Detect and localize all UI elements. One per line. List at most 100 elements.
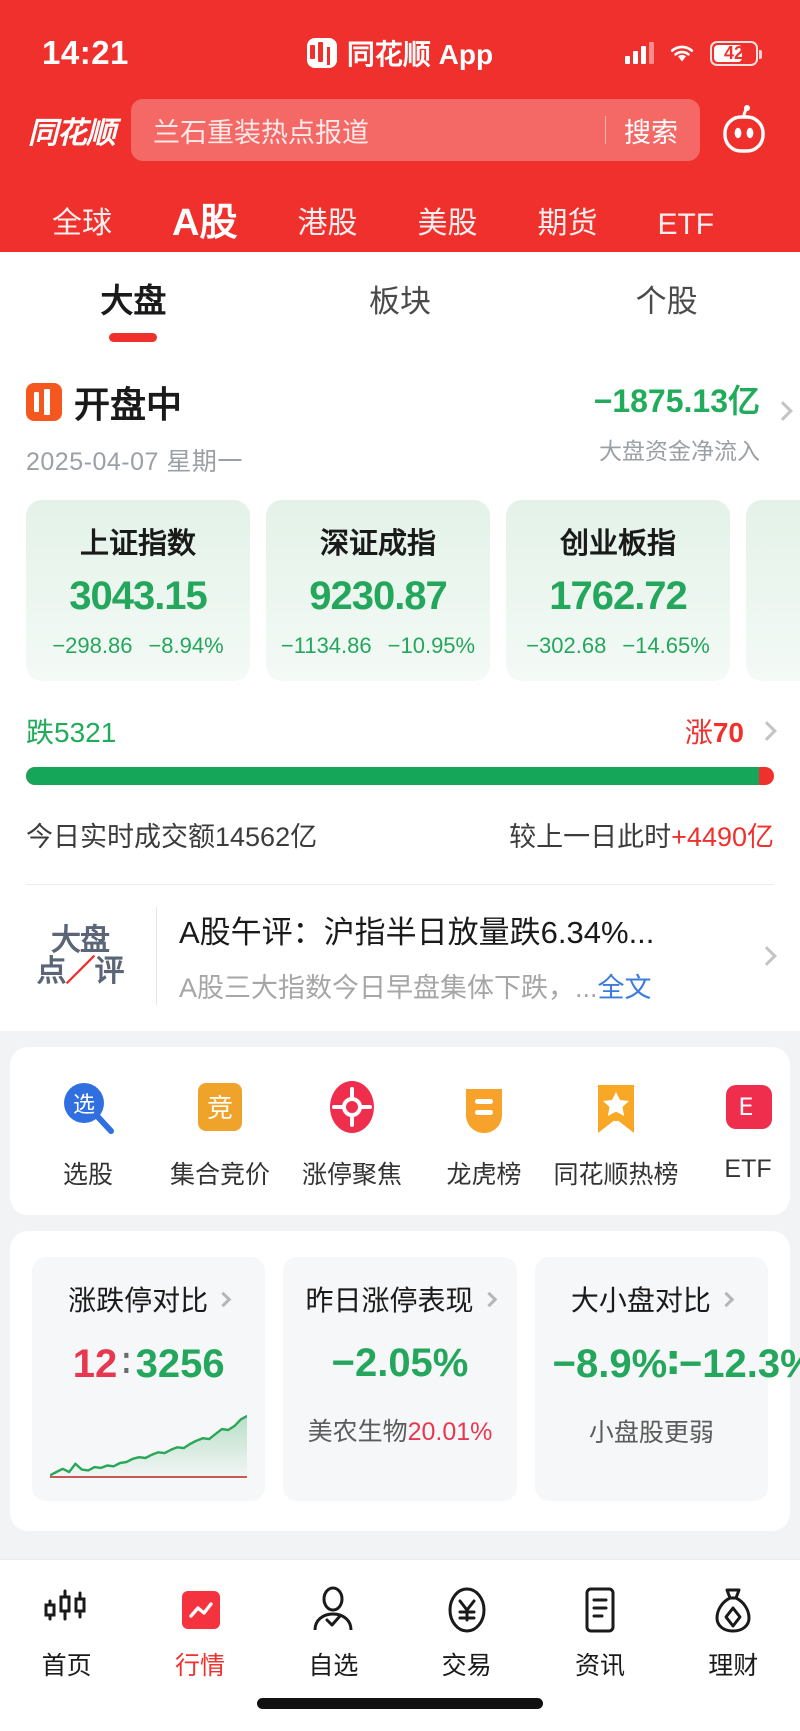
breadth-fall-label: 跌 xyxy=(26,717,55,748)
stat-value-down: 3256 xyxy=(135,1342,225,1386)
market-status-left: 开盘中 2025-04-07 星期一 xyxy=(26,376,594,478)
shortcut-label: 选股 xyxy=(62,1161,113,1189)
index-card-partial[interactable]: −2 xyxy=(746,500,800,681)
robot-assistant-icon[interactable] xyxy=(716,102,772,158)
main-panel: 大盘 板块 个股 开盘中 2025-04-07 星期一 −1875.13亿 大盘… xyxy=(0,252,800,1031)
index-value: 9230.87 xyxy=(309,574,448,618)
sub-tab-bankuai[interactable]: 板块 xyxy=(369,283,431,319)
sub-tab-gegu[interactable]: 个股 xyxy=(635,283,698,319)
breadth-fall-count: 5321 xyxy=(54,717,117,748)
sub-tab-dapan[interactable]: 大盘 xyxy=(0,274,267,322)
stat-card-title: 昨日涨停表现 xyxy=(305,1285,474,1316)
chevron-right-icon xyxy=(215,1291,232,1307)
nav-label: 理财 xyxy=(708,1652,759,1680)
index-change: −302.68 xyxy=(526,633,607,658)
svg-text:E: E xyxy=(738,1093,753,1121)
market-tab-hk[interactable]: 港股 xyxy=(297,207,358,240)
cellular-signal-icon xyxy=(625,42,654,64)
breadth-rise-count: 70 xyxy=(712,717,744,748)
stat-value-separator: ∶ xyxy=(121,1342,132,1386)
turnover-row: 今日实时成交额14562亿 较上一日此时+4490亿 xyxy=(0,785,800,854)
net-flow-block[interactable]: −1875.13亿 大盘资金净流入 xyxy=(594,376,793,466)
call-auction-icon: 竞 xyxy=(188,1077,252,1141)
nav-item-trade[interactable]: 交易 xyxy=(400,1582,533,1682)
shortcut-row[interactable]: 选 选股 竞 集合竞价 涨停聚焦 xyxy=(10,1047,790,1215)
news-desc-text: A股三大指数今日早盘集体下跌，... xyxy=(179,973,598,1003)
news-divider xyxy=(156,907,157,1005)
stat-card-limit-compare[interactable]: 涨跌停对比 12 ∶ 3256 xyxy=(32,1257,266,1501)
shortcut-dragon-tiger[interactable]: 龙虎榜 xyxy=(418,1077,550,1191)
index-name: 上证指数 xyxy=(79,528,196,560)
news-logo-ping: 评 xyxy=(94,955,125,988)
market-status-row[interactable]: 开盘中 2025-04-07 星期一 −1875.13亿 大盘资金净流入 xyxy=(0,344,800,478)
stat-footer-pct: 20.01% xyxy=(407,1418,493,1446)
svg-text:选: 选 xyxy=(73,1093,95,1118)
shortcut-call-auction[interactable]: 竞 集合竞价 xyxy=(154,1077,286,1191)
index-change: −298.86 xyxy=(52,633,133,658)
shortcut-stock-picker[interactable]: 选 选股 xyxy=(22,1077,154,1191)
index-card-shanghai[interactable]: 上证指数 3043.15 −298.86 −8.94% xyxy=(26,500,250,681)
nav-label: 自选 xyxy=(308,1652,359,1680)
stat-value-main: −2.05% xyxy=(331,1341,469,1385)
shortcut-label: 涨停聚焦 xyxy=(301,1161,402,1189)
shortcut-limit-up-focus[interactable]: 涨停聚焦 xyxy=(286,1077,418,1191)
shortcut-label: 集合竞价 xyxy=(169,1161,270,1189)
nav-item-quotes[interactable]: 行情 xyxy=(133,1582,266,1682)
stat-card-sparkline xyxy=(49,1405,248,1481)
shortcut-etf[interactable]: E ETF xyxy=(682,1077,790,1191)
search-button[interactable]: 搜索 xyxy=(624,117,678,148)
search-input[interactable]: 兰石重装热点报道 搜索 xyxy=(131,99,700,161)
index-change-row: −1134.86 −10.95% xyxy=(274,633,482,659)
sub-tabs[interactable]: 大盘 板块 个股 xyxy=(0,252,800,344)
stock-picker-icon: 选 xyxy=(56,1077,120,1141)
stat-footer-name: 美农生物 xyxy=(307,1418,408,1446)
market-tab-futures[interactable]: 期货 xyxy=(537,207,598,240)
candlestick-icon xyxy=(26,383,62,421)
stat-footer-name: 小盘股更弱 xyxy=(588,1419,714,1447)
stat-card-header: 涨跌停对比 xyxy=(50,1279,247,1319)
nav-item-wealth[interactable]: 理财 xyxy=(667,1582,800,1682)
index-value: 1762.72 xyxy=(549,574,688,618)
chevron-right-icon xyxy=(757,721,777,741)
stat-card-yesterday-limit-up[interactable]: 昨日涨停表现 −2.05% 美农生物20.01% xyxy=(283,1257,517,1501)
stat-card-header: 大小盘对比 xyxy=(553,1279,750,1319)
nav-item-home[interactable]: 首页 xyxy=(0,1582,133,1682)
turnover-today: 今日实时成交额14562亿 xyxy=(26,822,318,852)
index-card-chinext[interactable]: 创业板指 1762.72 −302.68 −14.65% xyxy=(506,500,730,681)
market-tab-etf[interactable]: ETF xyxy=(657,208,715,241)
news-full-link[interactable]: 全文 xyxy=(597,973,652,1003)
breadth-bar-green xyxy=(26,767,760,785)
nav-item-news[interactable]: 资讯 xyxy=(533,1582,666,1682)
market-tabs[interactable]: 全球 A股 港股 美股 期货 ETF xyxy=(0,176,800,254)
search-row: 同花顺 兰石重装热点报道 搜索 xyxy=(0,84,800,176)
index-card-shenzhen[interactable]: 深证成指 9230.87 −1134.86 −10.95% xyxy=(266,500,490,681)
app-name-text: 同花顺 App xyxy=(346,39,494,70)
turnover-compare: 较上一日此时+4490亿 xyxy=(509,815,774,854)
stat-card-large-small-compare[interactable]: 大小盘对比 −8.9%∶−12.3% 小盘股更弱 xyxy=(534,1257,800,1501)
battery-icon: 42 xyxy=(710,40,762,66)
news-title[interactable]: A股午评：沪指半日放量跌6.34%... xyxy=(179,915,655,950)
candlestick-home-icon xyxy=(0,1582,133,1640)
news-logo-dian: 点 xyxy=(36,955,67,988)
turnover-compare-value: +4490亿 xyxy=(671,822,774,852)
stat-card-row[interactable]: 涨跌停对比 12 ∶ 3256 xyxy=(10,1231,800,1531)
status-bar-time: 14:21 xyxy=(42,34,129,71)
stat-value-up: 12 xyxy=(72,1342,118,1386)
market-tab-ashare[interactable]: A股 xyxy=(172,202,238,244)
market-tab-us[interactable]: 美股 xyxy=(417,207,478,240)
status-bar: 14:21 同花顺 App 42 xyxy=(0,22,800,84)
index-change-row: −2 xyxy=(754,534,800,560)
shortcut-hot-list[interactable]: 同花顺热榜 xyxy=(550,1077,682,1191)
divider xyxy=(26,884,774,885)
nav-item-watchlist[interactable]: 自选 xyxy=(267,1582,400,1682)
index-name: 创业板指 xyxy=(559,528,676,560)
breadth-row[interactable]: 跌5321 涨70 xyxy=(0,681,800,751)
market-tab-global[interactable]: 全球 xyxy=(52,207,112,240)
wealth-bag-icon xyxy=(667,1582,800,1640)
stat-card-value: 12 ∶ 3256 xyxy=(50,1341,247,1387)
index-card-list[interactable]: 上证指数 3043.15 −298.86 −8.94% 深证成指 9230.87… xyxy=(0,478,800,681)
news-card[interactable]: 大盘 点／评 A股午评：沪指半日放量跌6.34%... A股三大指数今日早盘集体… xyxy=(0,885,800,1031)
market-status-text: 开盘中 xyxy=(74,384,183,425)
news-logo-line1: 大盘 xyxy=(51,923,110,957)
brand-logo: 同花顺 xyxy=(28,117,116,150)
